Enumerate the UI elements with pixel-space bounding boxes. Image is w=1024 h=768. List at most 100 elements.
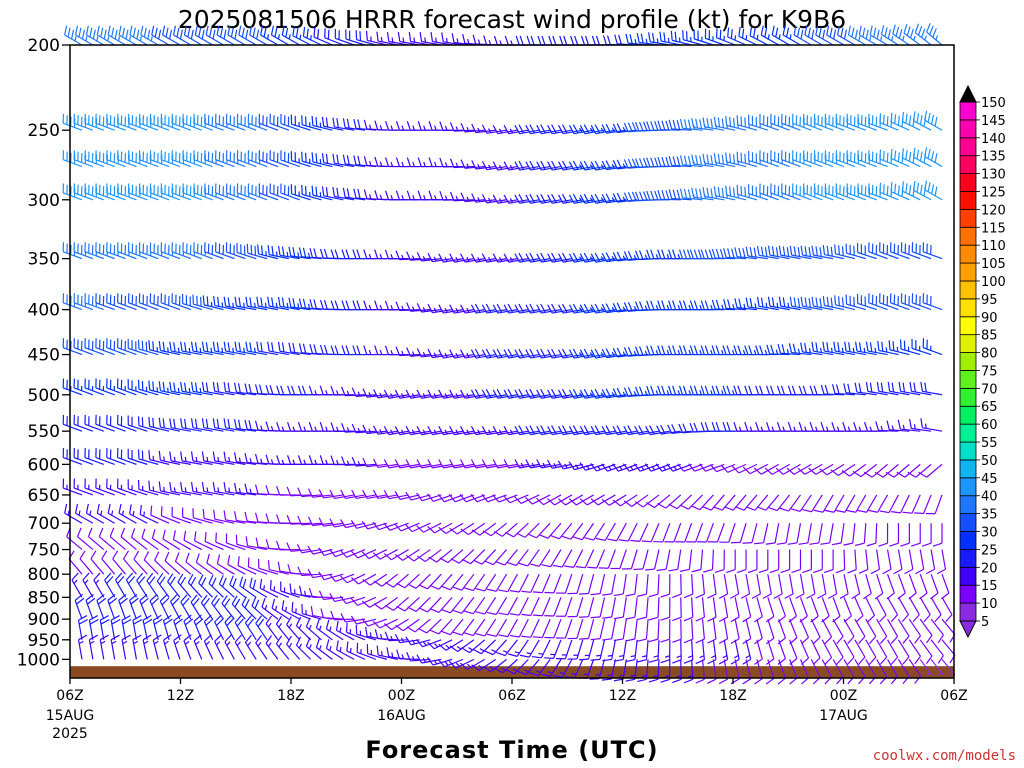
wind-barb	[139, 594, 149, 620]
wind-barb	[713, 186, 736, 201]
wind-barb	[192, 294, 213, 311]
wind-barb	[707, 619, 717, 644]
wind-barb	[109, 527, 126, 551]
wind-barb	[117, 414, 137, 432]
wind-barb	[865, 597, 876, 623]
wind-barb	[96, 593, 107, 620]
wind-barb	[918, 463, 943, 478]
wind-barb	[162, 634, 172, 660]
wind-barb	[173, 634, 182, 660]
wind-barb	[481, 160, 507, 171]
wind-barb	[328, 548, 355, 558]
wind-barb	[854, 597, 864, 623]
wind-barb	[180, 381, 202, 396]
wind-barb	[233, 419, 257, 432]
wind-barb	[845, 243, 866, 260]
wind-barb	[164, 551, 181, 575]
colorbar-label: 75	[981, 364, 998, 379]
wind-barb	[711, 345, 736, 356]
wind-barb	[148, 480, 170, 496]
x-tick-year: 2025	[52, 726, 88, 742]
wind-barb	[486, 573, 508, 592]
wind-barb	[224, 614, 235, 641]
wind-barb	[321, 186, 344, 201]
wind-barb	[806, 574, 816, 599]
wind-barb	[204, 242, 224, 260]
wind-barb	[516, 522, 540, 538]
wind-barb	[255, 634, 268, 660]
wind-barb	[418, 573, 442, 590]
wind-barb	[280, 150, 300, 168]
wind-barb	[695, 659, 706, 684]
wind-barb	[682, 30, 703, 46]
wind-barb	[734, 247, 757, 260]
wind-barb	[865, 639, 877, 665]
wind-barb	[269, 183, 290, 201]
wind-barb	[645, 549, 660, 571]
wind-barb	[149, 242, 170, 260]
colorbar-segment	[959, 495, 977, 515]
wind-barb	[810, 618, 821, 645]
colorbar-label: 50	[981, 454, 998, 469]
wind-barb	[112, 550, 127, 575]
wind-barb	[612, 463, 638, 472]
colorbar-top-arrow	[959, 84, 977, 103]
wind-barb	[612, 251, 638, 262]
wind-barb	[707, 523, 725, 543]
wind-barb	[590, 463, 616, 472]
y-tick-label: 950	[28, 631, 60, 651]
wind-barb	[707, 659, 717, 684]
wind-barb	[727, 27, 747, 46]
wind-barb	[427, 522, 453, 534]
wind-barb	[891, 494, 910, 514]
colorbar-label: 5	[981, 615, 989, 630]
wind-barb	[568, 494, 594, 506]
colorbar-segment	[959, 334, 977, 353]
wind-barb	[318, 571, 344, 581]
y-tick-label: 900	[28, 610, 60, 630]
wind-barb	[149, 293, 170, 311]
wind-barb	[919, 573, 928, 600]
wind-barb	[897, 597, 909, 623]
wind-barb	[120, 527, 137, 551]
wind-barb	[824, 183, 845, 201]
wind-barb	[790, 494, 812, 513]
wind-barb	[822, 341, 845, 356]
wind-barb	[95, 338, 115, 356]
colorbar-segment	[959, 208, 977, 228]
wind-barbs	[62, 23, 956, 685]
wind-barb	[641, 522, 660, 543]
wind-barb	[773, 574, 783, 599]
y-tick-label: 750	[28, 541, 60, 561]
wind-barb	[889, 293, 910, 311]
wind-barb	[725, 549, 736, 574]
y-tick-label: 850	[28, 588, 60, 608]
wind-barb	[418, 596, 442, 613]
wind-barb	[77, 615, 88, 640]
wind-barb	[332, 153, 355, 168]
wind-barb	[162, 529, 181, 551]
wind-barb	[786, 463, 812, 475]
wind-barb	[536, 459, 562, 469]
wind-barb	[212, 381, 235, 396]
wind-barb	[127, 379, 148, 396]
wind-barb	[450, 549, 475, 564]
wind-barb	[509, 618, 529, 638]
wind-barb	[495, 549, 518, 566]
wind-barb	[372, 549, 398, 560]
wind-barb	[256, 296, 279, 311]
wind-barb	[365, 30, 387, 46]
wind-barb	[870, 549, 881, 575]
wind-barb	[225, 150, 246, 168]
wind-barb	[702, 117, 725, 131]
wind-barb	[868, 293, 888, 311]
wind-barb	[198, 574, 214, 598]
wind-barb	[350, 615, 377, 625]
wind-barb	[459, 493, 485, 503]
wind-barb	[625, 619, 638, 642]
wind-barb	[172, 530, 192, 551]
wind-barb	[315, 618, 333, 641]
wind-barb	[329, 592, 355, 603]
wind-barb	[471, 658, 497, 672]
wind-barb	[837, 25, 856, 46]
